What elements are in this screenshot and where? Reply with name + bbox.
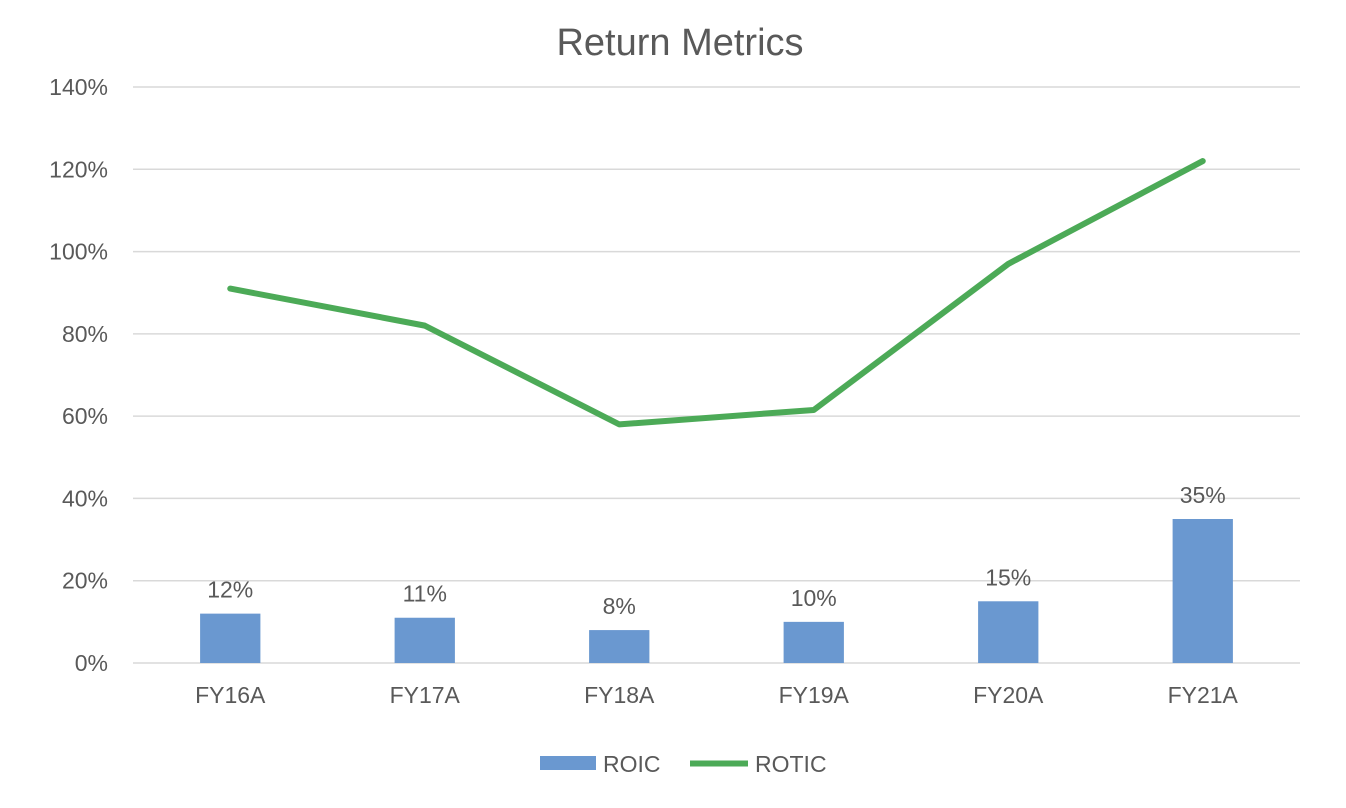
chart-title: Return Metrics [556,22,803,64]
y-tick-label: 100% [49,239,108,265]
x-tick-label: FY20A [973,682,1044,708]
roic-bar [1172,519,1233,663]
y-tick-label: 80% [62,321,108,347]
roic-data-labels: 12% 11% 8% 10% 15% 35% [207,482,1226,619]
roic-bar [978,601,1039,663]
y-tick-label: 60% [62,403,108,429]
x-tick-label: FY16A [195,682,266,708]
roic-data-label: 8% [603,593,636,619]
roic-data-label: 11% [403,581,447,607]
x-tick-label: FY17A [390,682,461,708]
legend-rotic-label: ROTIC [755,751,827,777]
x-axis-tick-labels: FY16A FY17A FY18A FY19A FY20A FY21A [195,682,1238,708]
rotic-line [227,158,1206,428]
x-tick-label: FY18A [584,682,655,708]
legend: ROIC ROTIC [540,751,827,777]
roic-data-label: 15% [985,564,1031,590]
y-tick-label: 140% [49,74,108,100]
roic-bar [783,621,844,663]
legend-roic-swatch [540,756,596,770]
roic-bar [200,613,261,663]
rotic-line-layer [227,158,1206,428]
roic-bars [200,519,1233,663]
x-tick-label: FY21A [1168,682,1239,708]
roic-data-label: 35% [1180,482,1226,508]
y-tick-label: 0% [75,650,108,676]
y-tick-label: 20% [62,568,108,594]
roic-data-label: 10% [791,585,837,611]
x-tick-label: FY19A [779,682,850,708]
y-axis-tick-labels: 0% 20% 40% 60% 80% 100% 120% 140% [49,74,108,676]
roic-data-label: 12% [207,577,253,603]
legend-roic-label: ROIC [603,751,661,777]
gridlines [133,86,1300,664]
y-tick-label: 120% [49,156,108,182]
roic-bar [589,630,650,663]
roic-bar [394,617,455,663]
y-tick-label: 40% [62,485,108,511]
